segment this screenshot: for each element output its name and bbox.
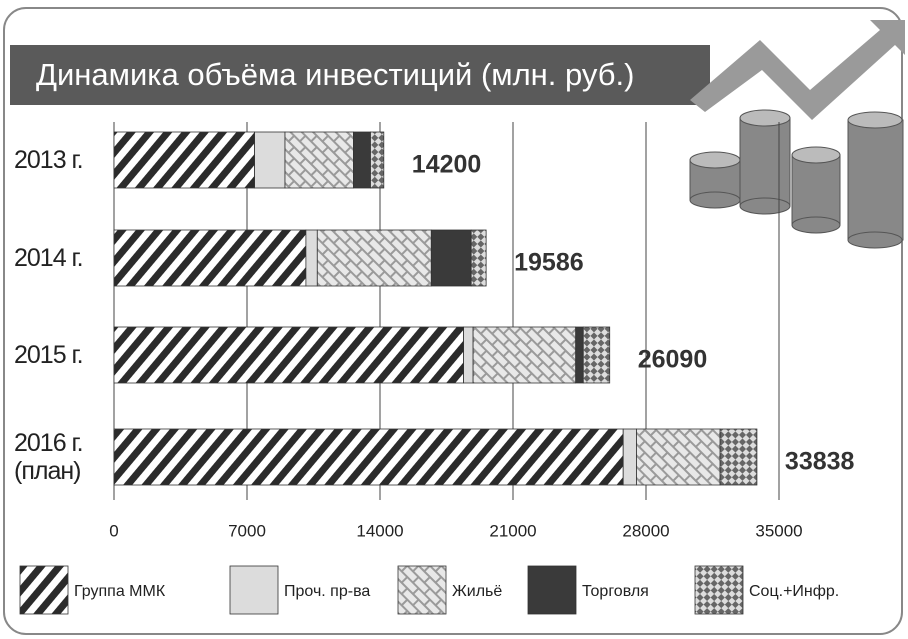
legend-label: Жильё xyxy=(452,583,502,600)
bar-segment xyxy=(113,326,465,384)
total-label: 26090 xyxy=(638,346,708,374)
bar-segment xyxy=(254,131,286,189)
y-tick-label: 2015 г. xyxy=(14,341,84,369)
x-tick-label: 35000 xyxy=(755,521,802,540)
total-label: 14200 xyxy=(412,151,482,179)
legend-swatch xyxy=(397,565,447,615)
bar-segment xyxy=(316,229,432,287)
bar-segment xyxy=(463,326,474,384)
total-label: 19586 xyxy=(514,249,584,277)
legend-swatch xyxy=(19,565,69,615)
legend-label: Соц.+Инфр. xyxy=(749,583,839,600)
bar-segment xyxy=(113,428,624,486)
bar-segment xyxy=(582,326,611,384)
legend-swatch xyxy=(229,565,279,615)
bar-segment xyxy=(284,131,354,189)
bar-segment xyxy=(305,229,318,287)
legend-label: Группа ММК xyxy=(74,583,166,600)
bar-segment xyxy=(370,131,385,189)
bar-segment xyxy=(636,428,721,486)
title-bar xyxy=(10,45,710,105)
decoration xyxy=(689,20,905,249)
y-tick-label: 2013 г. xyxy=(14,146,84,174)
y-tick-label: 2014 г. xyxy=(14,244,84,272)
y-tick-label: 2016 г. (план) xyxy=(14,429,84,485)
bar-segment xyxy=(430,229,472,287)
bar-segment xyxy=(113,131,256,189)
bar-segment xyxy=(472,326,577,384)
x-tick-label: 0 xyxy=(109,521,118,540)
bar-segment xyxy=(622,428,637,486)
legend-label: Торговля xyxy=(582,583,649,600)
legend-label: Проч. пр-ва xyxy=(284,583,370,600)
bar-segment xyxy=(719,428,758,486)
legend-swatch xyxy=(527,565,577,615)
bar-segment xyxy=(113,229,307,287)
chart-title: Динамика объёма инвестиций (млн. руб.) xyxy=(36,57,634,92)
bar-segment xyxy=(470,229,487,287)
x-tick-label: 28000 xyxy=(622,521,669,540)
x-tick-label: 14000 xyxy=(356,521,403,540)
x-tick-label: 7000 xyxy=(228,521,266,540)
x-tick-label: 21000 xyxy=(489,521,536,540)
bar-segment xyxy=(575,326,584,384)
bar-segment xyxy=(352,131,371,189)
legend-swatch xyxy=(694,565,744,615)
total-label: 33838 xyxy=(785,448,855,476)
